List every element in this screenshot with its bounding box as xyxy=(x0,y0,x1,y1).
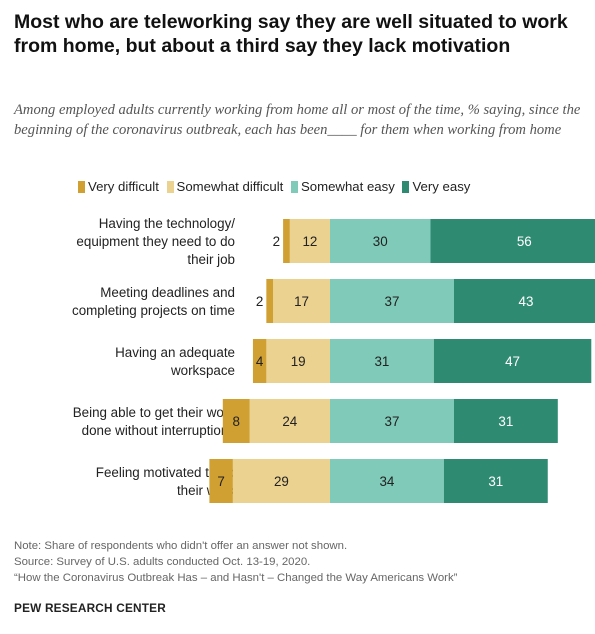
legend-swatch-somewhat-difficult xyxy=(166,180,174,193)
data-label-somewhat-easy: 37 xyxy=(385,294,400,309)
legend-label-somewhat-easy: Somewhat easy xyxy=(300,179,395,194)
data-label-very-difficult: 4 xyxy=(256,354,264,369)
category-label: Being able to get their work xyxy=(73,405,236,420)
category-label: Feeling motivated to do xyxy=(96,465,235,480)
bar-somewhat-easy xyxy=(330,219,431,263)
legend-item-very-difficult: Very difficult xyxy=(78,179,159,194)
category-label: completing projects on time xyxy=(72,303,235,318)
bar-somewhat-easy xyxy=(330,399,454,443)
bar-somewhat-easy xyxy=(330,279,454,323)
organization-label: PEW RESEARCH CENTER xyxy=(14,601,166,615)
data-label-somewhat-difficult: 19 xyxy=(291,354,306,369)
category-label: their job xyxy=(187,252,235,267)
bar-very-difficult xyxy=(209,459,233,503)
data-label-somewhat-difficult: 17 xyxy=(294,294,309,309)
chart-subtitle: Among employed adults currently working … xyxy=(14,102,581,138)
bar-somewhat-difficult xyxy=(266,339,330,383)
data-label-very-difficult: 2 xyxy=(273,234,280,249)
bar-very-easy xyxy=(443,459,548,503)
source-text: Source: Survey of U.S. adults conducted … xyxy=(14,556,311,568)
stacked-bar-chart: Having the technology/equipment they nee… xyxy=(72,216,595,503)
bar-somewhat-difficult xyxy=(232,459,330,503)
bar-very-difficult xyxy=(222,399,250,443)
report-title: “How the Coronavirus Outbreak Has – and … xyxy=(14,572,458,584)
data-label-somewhat-easy: 37 xyxy=(385,414,400,429)
bar-somewhat-difficult xyxy=(273,279,330,323)
legend-swatch-very-easy xyxy=(402,180,410,193)
bar-somewhat-easy xyxy=(330,459,444,503)
note-text: Note: Share of respondents who didn't of… xyxy=(14,540,348,552)
data-label-somewhat-difficult: 29 xyxy=(274,474,289,489)
data-label-somewhat-easy: 31 xyxy=(374,354,389,369)
legend-label-very-easy: Very easy xyxy=(412,179,471,194)
legend-label-very-difficult: Very difficult xyxy=(88,179,159,194)
bar-somewhat-easy xyxy=(330,339,434,383)
data-label-very-easy: 31 xyxy=(498,414,513,429)
bar-very-difficult xyxy=(283,219,290,263)
data-label-somewhat-easy: 34 xyxy=(379,474,394,489)
data-label-very-easy: 47 xyxy=(505,354,520,369)
bar-somewhat-difficult xyxy=(249,399,330,443)
category-label: Meeting deadlines and xyxy=(100,285,235,300)
data-label-somewhat-difficult: 12 xyxy=(302,234,317,249)
category-label: workspace xyxy=(170,363,235,378)
bar-very-easy xyxy=(453,279,595,323)
category-label: equipment they need to do xyxy=(76,234,235,249)
chart-title: Most who are teleworking say they are we… xyxy=(14,11,568,57)
data-label-somewhat-difficult: 24 xyxy=(282,414,297,429)
data-label-very-easy: 43 xyxy=(519,294,534,309)
category-label: done without interruptions xyxy=(82,423,236,438)
legend: Very difficult Somewhat difficult Somewh… xyxy=(78,179,474,197)
legend-item-somewhat-difficult: Somewhat difficult xyxy=(166,179,284,194)
legend-item-somewhat-easy: Somewhat easy xyxy=(290,179,395,194)
legend-swatch-somewhat-easy xyxy=(290,180,298,193)
legend-label-somewhat-difficult: Somewhat difficult xyxy=(176,179,284,194)
legend-item-very-easy: Very easy xyxy=(402,179,470,194)
bar-very-easy xyxy=(453,399,558,443)
data-label-very-easy: 31 xyxy=(488,474,503,489)
data-label-very-difficult: 2 xyxy=(256,294,263,309)
chart-notes: Note: Share of respondents who didn't of… xyxy=(14,538,584,586)
bar-very-easy xyxy=(433,339,592,383)
bar-very-easy xyxy=(430,219,595,263)
category-label: Having an adequate xyxy=(115,345,235,360)
data-label-somewhat-easy: 30 xyxy=(373,234,388,249)
legend-swatch-very-difficult xyxy=(78,180,85,193)
bar-somewhat-difficult xyxy=(289,219,330,263)
bar-very-difficult xyxy=(252,339,267,383)
data-label-very-easy: 56 xyxy=(517,234,532,249)
data-label-very-difficult: 7 xyxy=(217,474,224,489)
bar-very-difficult xyxy=(266,279,274,323)
data-label-very-difficult: 8 xyxy=(232,414,239,429)
category-label: Having the technology/ xyxy=(99,216,236,231)
